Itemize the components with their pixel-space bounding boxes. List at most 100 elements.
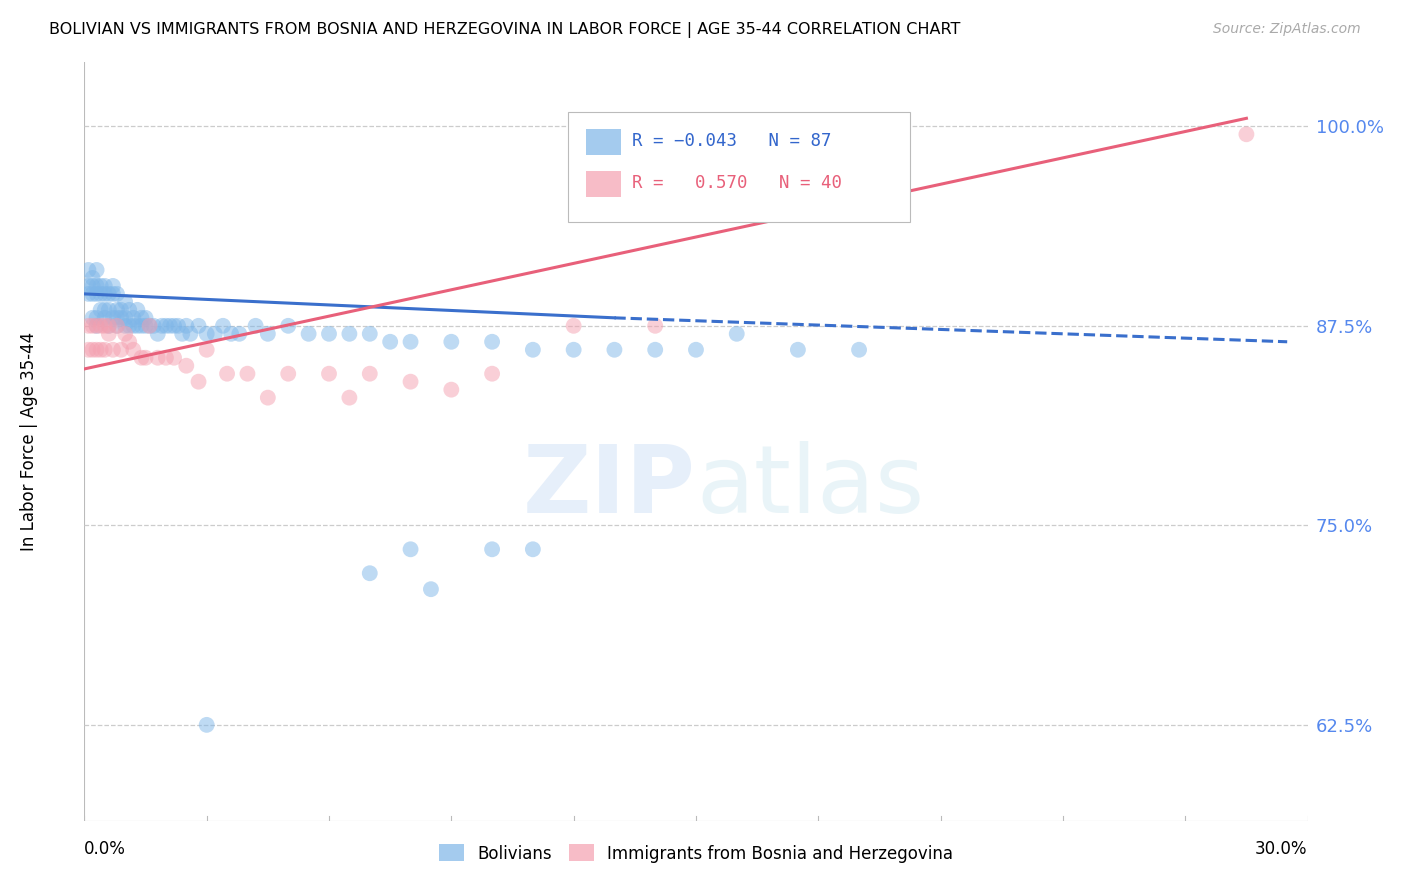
Point <box>217 367 239 381</box>
Point <box>318 367 340 381</box>
Point <box>150 318 173 333</box>
Point <box>399 375 422 389</box>
Point <box>135 310 157 325</box>
Point <box>114 326 136 341</box>
Point <box>277 318 299 333</box>
Point <box>146 326 169 341</box>
Point <box>105 302 128 317</box>
Point <box>204 326 226 341</box>
Point <box>127 318 149 333</box>
Point <box>440 334 463 349</box>
Point <box>77 279 100 293</box>
Point <box>420 582 443 597</box>
Point <box>97 318 120 333</box>
FancyBboxPatch shape <box>568 112 910 221</box>
Point <box>146 351 169 365</box>
Point <box>155 351 177 365</box>
Point <box>110 343 132 357</box>
Point <box>114 318 136 333</box>
Point <box>97 302 120 317</box>
Point <box>481 542 503 557</box>
Point <box>399 542 422 557</box>
FancyBboxPatch shape <box>586 171 621 196</box>
Point <box>105 286 128 301</box>
Point <box>118 318 141 333</box>
Point <box>167 318 190 333</box>
Point <box>522 343 544 357</box>
Point <box>97 318 120 333</box>
Point <box>135 318 157 333</box>
Point <box>522 542 544 557</box>
Point <box>481 367 503 381</box>
Point <box>93 343 115 357</box>
Point <box>245 318 267 333</box>
Point <box>399 334 422 349</box>
Point <box>187 318 209 333</box>
Point <box>195 326 218 341</box>
Point <box>440 383 463 397</box>
Point <box>90 343 112 357</box>
Text: Source: ZipAtlas.com: Source: ZipAtlas.com <box>1213 22 1361 37</box>
Point <box>105 318 128 333</box>
Point <box>787 343 810 357</box>
Point <box>86 318 108 333</box>
Point <box>187 375 209 389</box>
Point <box>380 334 402 349</box>
Point <box>359 367 381 381</box>
Point <box>77 343 100 357</box>
FancyBboxPatch shape <box>586 129 621 155</box>
Point <box>339 391 361 405</box>
Point <box>685 343 707 357</box>
Point <box>86 263 108 277</box>
Point <box>603 343 626 357</box>
Point <box>163 351 186 365</box>
Point <box>93 279 115 293</box>
Point <box>257 391 280 405</box>
Point <box>82 310 104 325</box>
Point <box>77 263 100 277</box>
Point <box>90 318 112 333</box>
Point <box>155 318 177 333</box>
Point <box>82 343 104 357</box>
Point <box>90 286 112 301</box>
Point <box>101 279 124 293</box>
Point <box>298 326 321 341</box>
Point <box>105 310 128 325</box>
Point <box>110 310 132 325</box>
Point <box>257 326 280 341</box>
Point <box>644 343 666 357</box>
Point <box>174 318 197 333</box>
Point <box>101 343 124 357</box>
Point <box>93 286 115 301</box>
Point <box>277 367 299 381</box>
Point <box>82 318 104 333</box>
Point <box>212 318 235 333</box>
Point <box>159 318 181 333</box>
Text: ZIP: ZIP <box>523 441 696 533</box>
Point <box>481 334 503 349</box>
Point <box>163 318 186 333</box>
Point <box>77 286 100 301</box>
Point <box>82 286 104 301</box>
Point <box>93 318 115 333</box>
Text: atlas: atlas <box>696 441 924 533</box>
Point <box>122 343 145 357</box>
Point <box>114 310 136 325</box>
Point <box>93 302 115 317</box>
Point <box>122 318 145 333</box>
Point <box>127 302 149 317</box>
Point <box>90 302 112 317</box>
Point <box>82 271 104 285</box>
Point <box>848 343 870 357</box>
Point <box>101 286 124 301</box>
Point <box>86 343 108 357</box>
Point <box>142 318 165 333</box>
Point <box>138 318 160 333</box>
Point <box>195 343 218 357</box>
Text: R =   0.570   N = 40: R = 0.570 N = 40 <box>633 174 842 192</box>
Point <box>97 326 120 341</box>
Point <box>725 326 748 341</box>
Text: R = −0.043   N = 87: R = −0.043 N = 87 <box>633 132 832 150</box>
Point <box>93 310 115 325</box>
Point <box>228 326 250 341</box>
